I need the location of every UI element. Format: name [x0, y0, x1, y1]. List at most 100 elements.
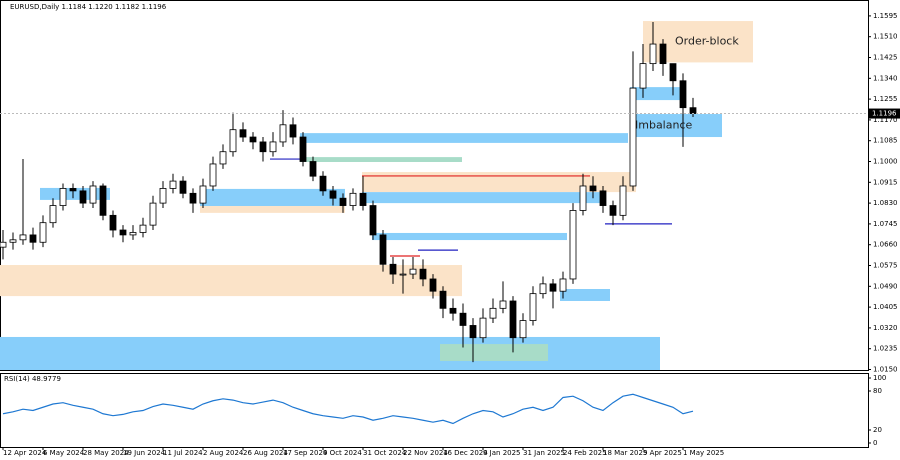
candle-body — [499, 300, 507, 309]
y-tick-label: 1.0915 — [873, 178, 898, 186]
candle-body — [89, 185, 97, 204]
candle-body — [429, 278, 437, 292]
candle-body — [449, 307, 457, 314]
x-tick-label: 31 Oct 2024 — [363, 449, 407, 457]
y-tick-label: 1.0745 — [873, 220, 898, 228]
x-tick-label: 26 Aug 2024 — [243, 449, 288, 457]
zone — [560, 289, 610, 301]
candle-body — [629, 87, 637, 187]
candle-body — [519, 320, 527, 339]
candle-body — [289, 124, 297, 138]
x-tick-label: 31 Jan 2025 — [523, 449, 565, 457]
x-tick-label: 16 Dec 2024 — [443, 449, 488, 457]
candle-body — [299, 136, 307, 162]
x-tick-label: 6 May 2024 — [43, 449, 85, 457]
candle-body — [149, 202, 157, 226]
x-tick-label: 22 Nov 2024 — [403, 449, 448, 457]
last-price-box — [869, 108, 900, 119]
candle-body — [379, 234, 387, 265]
last-price-label: 1.1196 — [872, 110, 897, 118]
candle-body — [409, 268, 417, 275]
zone — [630, 87, 685, 101]
candle-body — [419, 268, 427, 280]
zone — [372, 232, 567, 241]
candle-body — [549, 283, 557, 292]
y-tick-label: 1.0405 — [873, 303, 898, 311]
candle-body — [19, 234, 27, 241]
zone — [300, 133, 628, 143]
candle-body — [579, 185, 587, 211]
zone — [630, 114, 722, 138]
y-tick-label: 1.1255 — [873, 95, 898, 103]
candle-body — [139, 224, 147, 233]
candle-body — [389, 263, 397, 275]
candle-body — [509, 300, 517, 339]
candle-body — [189, 192, 197, 204]
rsi-tick-label: 20 — [873, 426, 882, 434]
candle-body — [539, 283, 547, 295]
x-tick-label: 24 Feb 2025 — [563, 449, 607, 457]
candle-body — [269, 141, 277, 153]
plot-layer: Order-block Imbalance — [0, 21, 868, 370]
candle-body — [569, 210, 577, 280]
y-tick-label: 1.1085 — [873, 137, 898, 145]
candle-body — [239, 129, 247, 138]
candle-body — [339, 197, 347, 206]
candle-body — [159, 188, 167, 204]
zone — [40, 187, 110, 200]
x-tick-label: 1 May 2025 — [683, 449, 724, 457]
candle-body — [329, 190, 337, 199]
candle-body — [589, 185, 597, 192]
zone-label: Imbalance — [635, 119, 692, 132]
candle-body — [399, 273, 407, 276]
candle-body — [359, 192, 367, 206]
candle-body — [209, 163, 217, 187]
candle-body — [659, 43, 667, 65]
rsi-tick-label: 100 — [873, 374, 886, 382]
zone — [440, 344, 548, 361]
candle-body — [609, 205, 617, 216]
candle-body — [0, 241, 7, 248]
candle-body — [99, 185, 107, 216]
y-tick-label: 1.0320 — [873, 324, 898, 332]
candle-body — [69, 188, 77, 192]
candle-body — [639, 63, 647, 89]
candle-body — [599, 190, 607, 206]
candle-body — [529, 293, 537, 321]
x-tick-label: 28 May 2024 — [83, 449, 129, 457]
zone — [200, 206, 345, 213]
candle-body — [229, 129, 237, 153]
candle-body — [199, 185, 207, 204]
rsi-line — [2, 393, 694, 425]
candle-body — [29, 234, 37, 243]
candle-body — [109, 214, 117, 231]
candle-body — [249, 136, 257, 143]
candle-body — [469, 325, 477, 339]
y-tick-label: 1.1000 — [873, 158, 898, 166]
rsi-title: RSI(14) 48.9779 — [4, 375, 61, 383]
candle-body — [439, 290, 447, 309]
candle-body — [39, 222, 47, 243]
candle-body — [349, 192, 357, 206]
y-tick-label: 1.1425 — [873, 54, 898, 62]
x-tick-label: 9 Jan 2025 — [483, 449, 521, 457]
zone — [200, 188, 345, 207]
x-tick-label: 2 Aug 2024 — [203, 449, 244, 457]
candle-body — [489, 307, 497, 319]
zone — [0, 265, 462, 297]
candle-body — [169, 180, 177, 189]
candle-body — [59, 188, 67, 206]
candle-body — [79, 190, 87, 204]
zone — [300, 157, 462, 162]
x-tick-label: 9 Apr 2025 — [643, 449, 682, 457]
candle-body — [309, 161, 317, 177]
candle-body — [279, 124, 287, 143]
rsi-tick-label: 80 — [873, 387, 882, 395]
candle-body — [179, 180, 187, 194]
y-tick-label: 1.0490 — [873, 282, 898, 290]
candle-body — [49, 205, 57, 224]
candle-body — [129, 232, 137, 236]
y-tick-label: 1.0830 — [873, 199, 898, 207]
zone — [0, 336, 660, 370]
x-tick-label: 9 Oct 2024 — [323, 449, 362, 457]
